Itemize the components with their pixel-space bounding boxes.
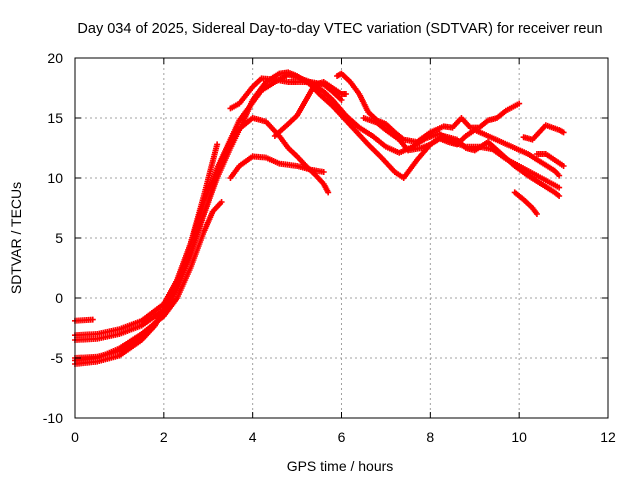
x-tick-label: 4 xyxy=(249,429,257,445)
y-tick-label: -10 xyxy=(43,410,63,426)
y-axis-label: SDTVAR / TECUs xyxy=(8,182,24,294)
y-tick-label: -5 xyxy=(51,350,64,366)
data-point xyxy=(218,199,225,205)
series-track-1 xyxy=(72,316,96,324)
data-point xyxy=(325,189,332,196)
data-point xyxy=(89,316,96,323)
series-track-7 xyxy=(227,153,327,181)
x-axis-label: GPS time / hours xyxy=(287,458,394,474)
data-point xyxy=(338,97,345,103)
x-tick-label: 0 xyxy=(71,429,79,445)
x-tick-label: 12 xyxy=(600,429,616,445)
x-tick-label: 8 xyxy=(426,429,434,445)
x-tick-label: 2 xyxy=(160,429,168,445)
data-point xyxy=(560,129,567,136)
series-track-11 xyxy=(360,115,563,179)
x-tick-label: 10 xyxy=(511,429,527,445)
y-tick-label: 0 xyxy=(55,290,63,306)
data-point xyxy=(533,211,540,217)
x-tick-label: 6 xyxy=(338,429,346,445)
y-tick-labels: -10 -5 0 5 10 15 20 xyxy=(43,50,63,426)
chart-title: Day 034 of 2025, Sidereal Day-to-day VTE… xyxy=(77,21,602,37)
y-tick-label: 15 xyxy=(47,110,63,126)
data-point xyxy=(320,169,327,175)
data-point xyxy=(516,100,523,107)
y-tick-label: 5 xyxy=(55,230,63,246)
x-tick-labels: 0 2 4 6 8 10 12 xyxy=(71,429,616,445)
data-point xyxy=(556,172,563,179)
data-point xyxy=(342,91,349,97)
series-track-13 xyxy=(533,151,567,169)
y-tick-label: 20 xyxy=(47,50,63,66)
series-track-9 xyxy=(271,79,349,139)
data-point xyxy=(214,141,221,148)
y-tick-label: 10 xyxy=(47,170,63,186)
series-track-12 xyxy=(520,122,567,143)
series-track-10 xyxy=(334,70,523,145)
data-point xyxy=(556,193,563,199)
ticks xyxy=(74,57,609,419)
data-point xyxy=(560,163,567,169)
data-point xyxy=(556,184,563,191)
series-track-14 xyxy=(511,189,540,217)
